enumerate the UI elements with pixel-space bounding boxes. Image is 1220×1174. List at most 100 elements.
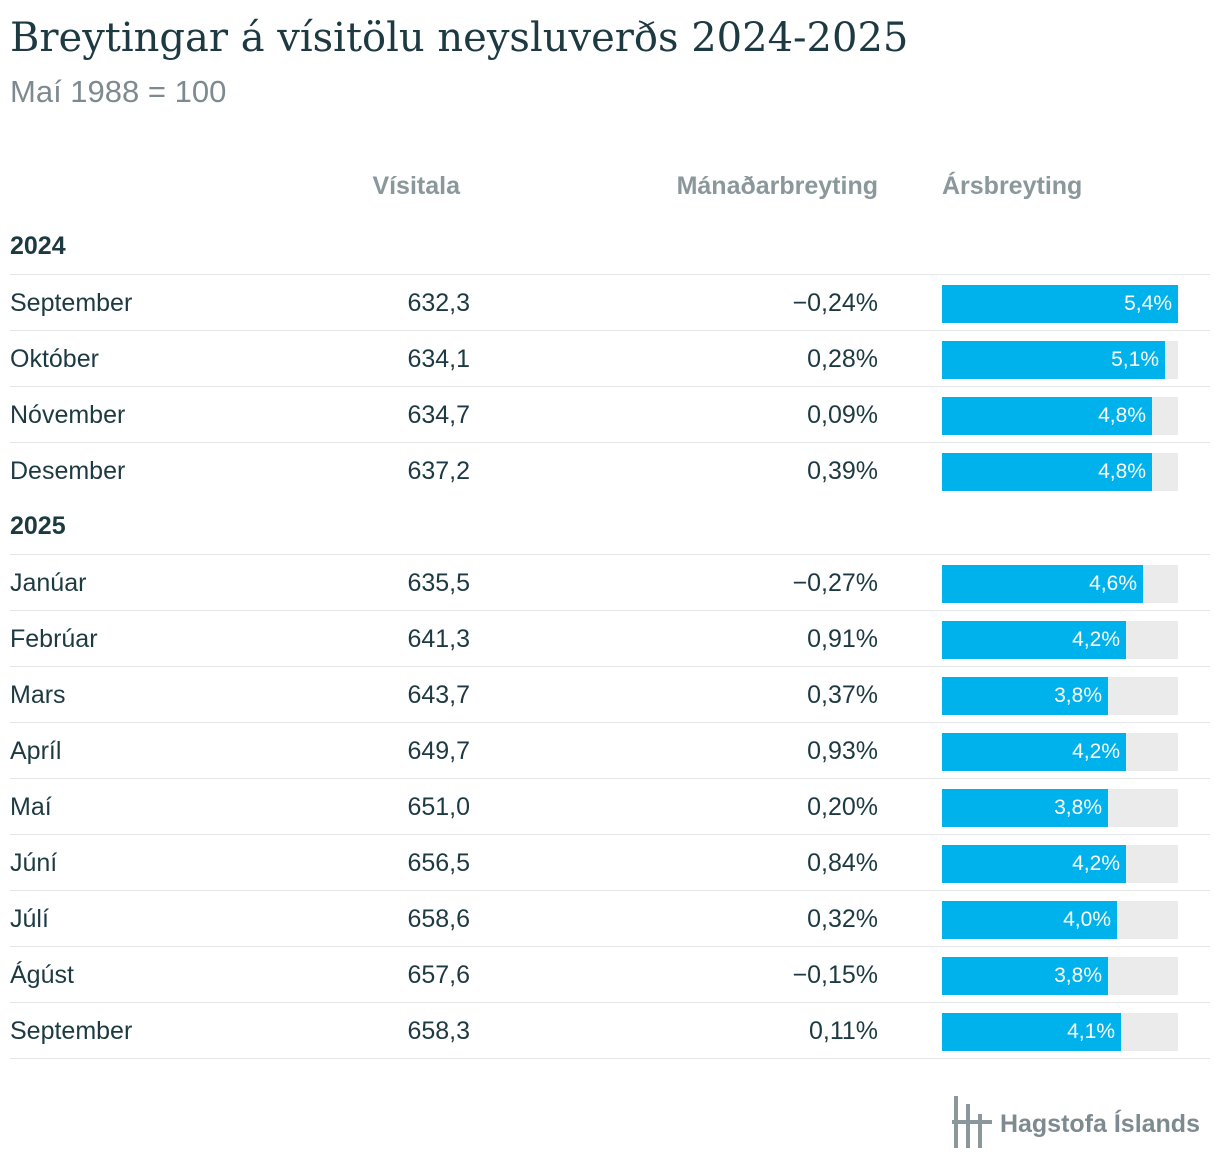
table-row: Desember 637,2 0,39% 4,8%	[10, 442, 1210, 499]
annual-change-label: 4,6%	[1089, 572, 1137, 595]
annual-change-label: 4,8%	[1098, 404, 1146, 427]
index-value: 634,7	[407, 401, 470, 429]
monthly-change-value: −0,27%	[792, 569, 879, 597]
annual-bar: 4,2%	[942, 621, 1126, 659]
index-value: 657,6	[407, 961, 470, 989]
month-label: September	[10, 289, 133, 317]
annual-bar: 4,6%	[942, 565, 1143, 603]
table-row: September 632,3 −0,24% 5,4%	[10, 274, 1210, 331]
month-label: Mars	[10, 681, 66, 709]
annual-bar-track: 4,2%	[942, 621, 1178, 659]
month-label: Maí	[10, 793, 52, 821]
group-label-2024: 2024	[10, 232, 66, 260]
monthly-change-value: 0,91%	[807, 625, 878, 653]
month-label: Janúar	[10, 569, 87, 597]
monthly-change-value: 0,09%	[807, 401, 878, 429]
annual-bar-track: 4,6%	[942, 565, 1178, 603]
monthly-change-value: −0,24%	[792, 289, 879, 317]
annual-bar: 4,8%	[942, 453, 1152, 491]
annual-change-label: 3,8%	[1054, 964, 1102, 987]
chart-title: Breytingar á vísitölu neysluverðs 2024-2…	[10, 15, 909, 61]
index-value: 635,5	[407, 569, 470, 597]
annual-change-label: 5,4%	[1124, 292, 1172, 315]
index-value: 637,2	[407, 457, 470, 485]
annual-bar: 3,8%	[942, 789, 1108, 827]
index-value: 641,3	[407, 625, 470, 653]
monthly-change-value: 0,37%	[807, 681, 878, 709]
annual-change-label: 4,2%	[1072, 740, 1120, 763]
table-row: Maí 651,0 0,20% 3,8%	[10, 778, 1210, 835]
month-label: Ágúst	[10, 961, 74, 989]
index-value: 651,0	[407, 793, 470, 821]
annual-bar-track: 3,8%	[942, 957, 1178, 995]
index-value: 658,6	[407, 905, 470, 933]
annual-bar: 4,0%	[942, 901, 1117, 939]
annual-bar: 4,2%	[942, 733, 1126, 771]
column-header-annual-change: Ársbreyting	[942, 172, 1083, 200]
table-row: Júlí 658,6 0,32% 4,0%	[10, 890, 1210, 947]
annual-bar-track: 4,0%	[942, 901, 1178, 939]
monthly-change-value: 0,93%	[807, 737, 878, 765]
annual-bar-track: 5,4%	[942, 285, 1178, 323]
annual-bar-track: 4,8%	[942, 453, 1178, 491]
monthly-change-value: 0,11%	[808, 1017, 878, 1045]
footer-org-name: Hagstofa Íslands	[999, 1110, 1200, 1138]
table-row: Mars 643,7 0,37% 3,8%	[10, 666, 1210, 723]
monthly-change-value: −0,15%	[792, 961, 879, 989]
table-row: Febrúar 641,3 0,91% 4,2%	[10, 610, 1210, 667]
monthly-change-value: 0,28%	[807, 345, 878, 373]
table-row: September 658,3 0,11% 4,1%	[10, 1002, 1210, 1059]
table-row: Október 634,1 0,28% 5,1%	[10, 330, 1210, 387]
index-value: 643,7	[407, 681, 470, 709]
annual-change-label: 4,2%	[1072, 628, 1120, 651]
month-label: Apríl	[10, 737, 62, 765]
annual-change-label: 5,1%	[1111, 348, 1159, 371]
hagstofa-logo-icon	[952, 1096, 992, 1148]
annual-change-label: 4,8%	[1098, 460, 1146, 483]
month-label: Febrúar	[10, 625, 98, 653]
month-label: September	[10, 1017, 133, 1045]
table-row: Júní 656,5 0,84% 4,2%	[10, 834, 1210, 891]
index-value: 658,3	[407, 1017, 470, 1045]
annual-change-label: 4,2%	[1072, 852, 1120, 875]
annual-bar-track: 4,2%	[942, 845, 1178, 883]
monthly-change-value: 0,39%	[807, 457, 878, 485]
annual-change-label: 4,1%	[1067, 1020, 1115, 1043]
annual-bar-track: 5,1%	[942, 341, 1178, 379]
table-row: Janúar 635,5 −0,27% 4,6%	[10, 554, 1210, 611]
index-value: 656,5	[407, 849, 470, 877]
annual-change-label: 3,8%	[1054, 684, 1102, 707]
table-row: Nóvember 634,7 0,09% 4,8%	[10, 386, 1210, 443]
index-value: 634,1	[407, 345, 470, 373]
annual-bar: 3,8%	[942, 677, 1108, 715]
month-label: Október	[10, 345, 99, 373]
annual-bar-track: 3,8%	[942, 677, 1178, 715]
index-value: 632,3	[407, 289, 470, 317]
annual-bar: 5,1%	[942, 341, 1165, 379]
table-row: Ágúst 657,6 −0,15% 3,8%	[10, 946, 1210, 1003]
monthly-change-value: 0,84%	[807, 849, 878, 877]
table-row: Apríl 649,7 0,93% 4,2%	[10, 722, 1210, 779]
month-label: Desember	[10, 457, 126, 485]
annual-bar-track: 3,8%	[942, 789, 1178, 827]
month-label: Júlí	[10, 905, 49, 933]
annual-bar: 4,2%	[942, 845, 1126, 883]
annual-bar: 3,8%	[942, 957, 1108, 995]
annual-bar-track: 4,8%	[942, 397, 1178, 435]
group-label-2025: 2025	[10, 512, 66, 540]
annual-bar: 4,8%	[942, 397, 1152, 435]
annual-bar: 5,4%	[942, 285, 1178, 323]
column-header-monthly-change: Mánaðarbreyting	[676, 172, 878, 200]
monthly-change-value: 0,32%	[807, 905, 878, 933]
annual-change-label: 4,0%	[1063, 908, 1111, 931]
index-value: 649,7	[407, 737, 470, 765]
monthly-change-value: 0,20%	[807, 793, 878, 821]
column-header-index: Vísitala	[372, 172, 460, 200]
annual-bar-track: 4,1%	[942, 1013, 1178, 1051]
annual-change-label: 3,8%	[1054, 796, 1102, 819]
month-label: Júní	[10, 849, 58, 877]
annual-bar-track: 4,2%	[942, 733, 1178, 771]
month-label: Nóvember	[10, 401, 126, 429]
annual-bar: 4,1%	[942, 1013, 1121, 1051]
